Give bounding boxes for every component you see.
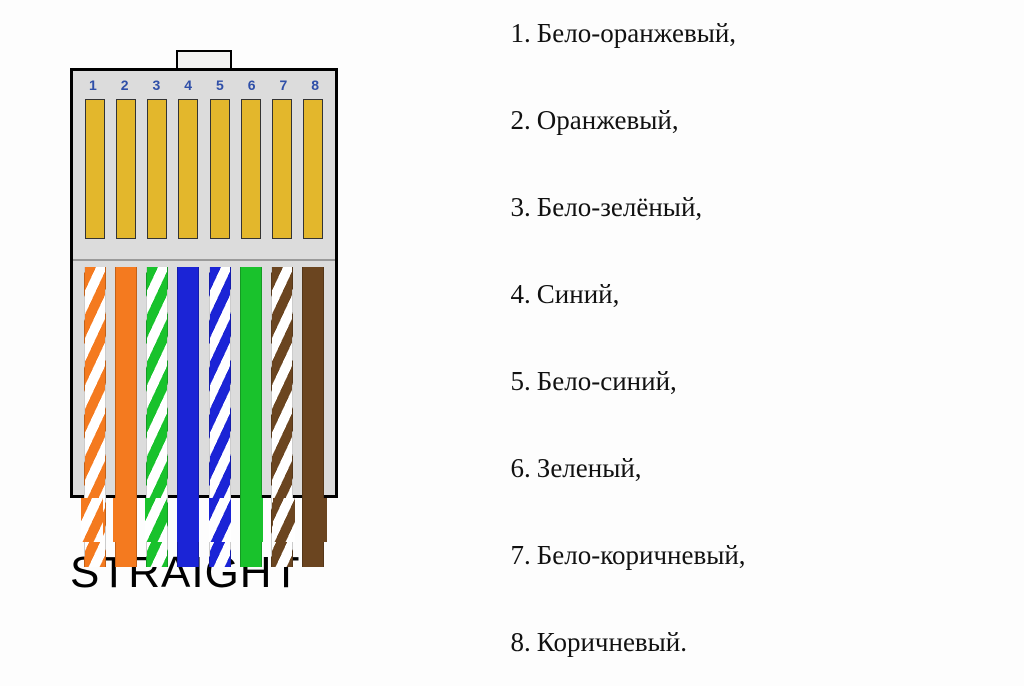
wire-stub-1 [81, 498, 103, 542]
legend-item: 7. Бело-коричневый, [501, 540, 1024, 571]
legend-label: Синий, [537, 279, 620, 310]
connector-wrap: 1 2 3 4 5 6 7 8 [70, 50, 338, 598]
legend-number: 7. [501, 540, 537, 571]
legend-label: Бело-зелёный, [537, 192, 702, 223]
legend-panel: 1. Бело-оранжевый, 2. Оранжевый, 3. Бело-з… [461, 0, 1024, 686]
pin-num: 1 [89, 77, 97, 93]
pin-numbers-row: 1 2 3 4 5 6 7 8 [73, 77, 335, 93]
legend-list: 1. Бело-оранжевый, 2. Оранжевый, 3. Бело-з… [501, 18, 1024, 658]
gold-pin [303, 99, 323, 239]
pin-num: 6 [248, 77, 256, 93]
pin-num: 4 [184, 77, 192, 93]
wire-stub-7 [273, 498, 295, 542]
rj45-plug: 1 2 3 4 5 6 7 8 [70, 50, 338, 530]
legend-number: 6. [501, 453, 537, 484]
gold-pin [272, 99, 292, 239]
gold-pin [178, 99, 198, 239]
legend-number: 5. [501, 366, 537, 397]
gold-pin [147, 99, 167, 239]
legend-number: 2. [501, 105, 537, 136]
gold-pin [116, 99, 136, 239]
legend-item: 1. Бело-оранжевый, [501, 18, 1024, 49]
gold-pins-row [73, 99, 335, 239]
gold-pin [85, 99, 105, 239]
wire-stub-3 [145, 498, 167, 542]
legend-number: 3. [501, 192, 537, 223]
legend-item: 3. Бело-зелёный, [501, 192, 1024, 223]
legend-label: Бело-коричневый, [537, 540, 746, 571]
plug-body: 1 2 3 4 5 6 7 8 [70, 68, 338, 498]
legend-label: Зеленый, [537, 453, 642, 484]
wire-stub-5 [209, 498, 231, 542]
gold-pin [241, 99, 261, 239]
plug-clip [176, 50, 232, 70]
legend-item: 8. Коричневый. [501, 627, 1024, 658]
connector-panel: 1 2 3 4 5 6 7 8 [0, 0, 461, 686]
legend-number: 4. [501, 279, 537, 310]
pin-num: 5 [216, 77, 224, 93]
wire-stub-6 [241, 498, 263, 542]
body-separator [73, 259, 335, 261]
legend-item: 4. Синий, [501, 279, 1024, 310]
legend-number: 1. [501, 18, 537, 49]
pin-num: 7 [279, 77, 287, 93]
wire-stubs-row [70, 498, 338, 542]
wire-stub-4 [177, 498, 199, 542]
pin-num: 2 [121, 77, 129, 93]
legend-item: 5. Бело-синий, [501, 366, 1024, 397]
legend-item: 6. Зеленый, [501, 453, 1024, 484]
gold-pin [210, 99, 230, 239]
legend-item: 2. Оранжевый, [501, 105, 1024, 136]
legend-label: Оранжевый, [537, 105, 679, 136]
wire-stub-8 [305, 498, 327, 542]
legend-label: Бело-оранжевый, [537, 18, 736, 49]
diagram-root: 1 2 3 4 5 6 7 8 [0, 0, 1024, 686]
legend-number: 8. [501, 627, 537, 658]
legend-label: Коричневый. [537, 627, 687, 658]
pin-num: 3 [152, 77, 160, 93]
pin-num: 8 [311, 77, 319, 93]
legend-label: Бело-синий, [537, 366, 677, 397]
wire-stub-2 [113, 498, 135, 542]
